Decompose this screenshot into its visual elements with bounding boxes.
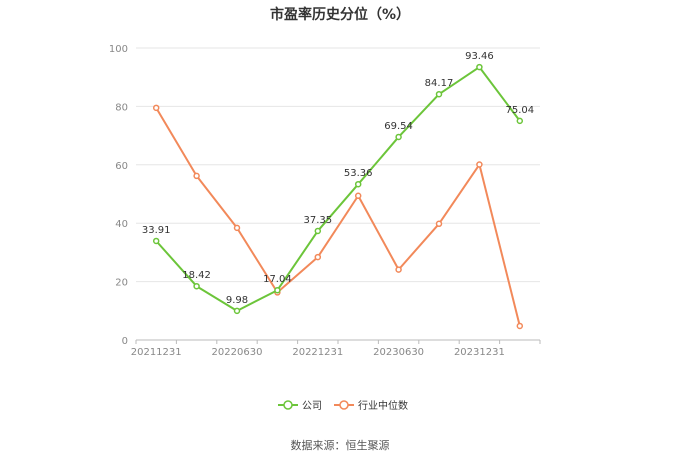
y-tick-label: 80 [115, 102, 128, 113]
y-tick-label: 0 [122, 336, 128, 347]
data-point [395, 266, 402, 273]
data-point [152, 104, 160, 112]
x-tick-label: 20221231 [292, 347, 343, 358]
x-tick-label: 20211231 [131, 347, 182, 358]
x-tick-label: 20220630 [212, 347, 263, 358]
legend-swatch-marker [339, 400, 349, 410]
data-label: 53.36 [344, 168, 373, 179]
data-point [354, 192, 362, 200]
data-point [435, 220, 443, 228]
data-point [516, 322, 524, 330]
data-point [314, 253, 322, 261]
data-label: 33.91 [142, 225, 171, 236]
data-point [435, 90, 443, 98]
x-tick-label: 20231231 [454, 347, 505, 358]
legend-label: 公司 [302, 401, 322, 412]
data-point [476, 161, 483, 168]
data-label: 9.98 [226, 295, 248, 306]
data-point [314, 227, 322, 235]
data-label: 37.35 [303, 215, 332, 226]
data-point [152, 237, 160, 245]
series-line [155, 107, 521, 327]
legend-label: 行业中位数 [358, 399, 408, 412]
data-label: 69.54 [384, 121, 413, 132]
data-label: 84.17 [425, 78, 454, 89]
data-point [233, 224, 241, 232]
data-point [233, 307, 241, 315]
data-point [193, 172, 200, 180]
data-point [354, 180, 362, 188]
data-label: 18.42 [182, 270, 211, 281]
data-label: 17.04 [263, 274, 292, 285]
y-tick-label: 40 [115, 219, 128, 230]
x-tick-label: 20230630 [373, 347, 424, 358]
data-label: 93.46 [465, 51, 494, 62]
data-point [274, 286, 281, 294]
data-point [395, 133, 402, 141]
data-label: 75.04 [505, 105, 534, 116]
data-source-note: 数据来源：恒生聚源 [290, 439, 390, 452]
data-point [516, 117, 524, 125]
y-tick-label: 60 [115, 161, 128, 172]
legend-swatch-marker [283, 400, 293, 410]
chart-title: 市盈率历史分位（%） [269, 7, 411, 23]
data-point [476, 63, 483, 71]
y-tick-label: 20 [115, 278, 128, 289]
series-line [155, 66, 521, 312]
y-tick-label: 100 [109, 44, 128, 55]
data-point [193, 282, 200, 290]
